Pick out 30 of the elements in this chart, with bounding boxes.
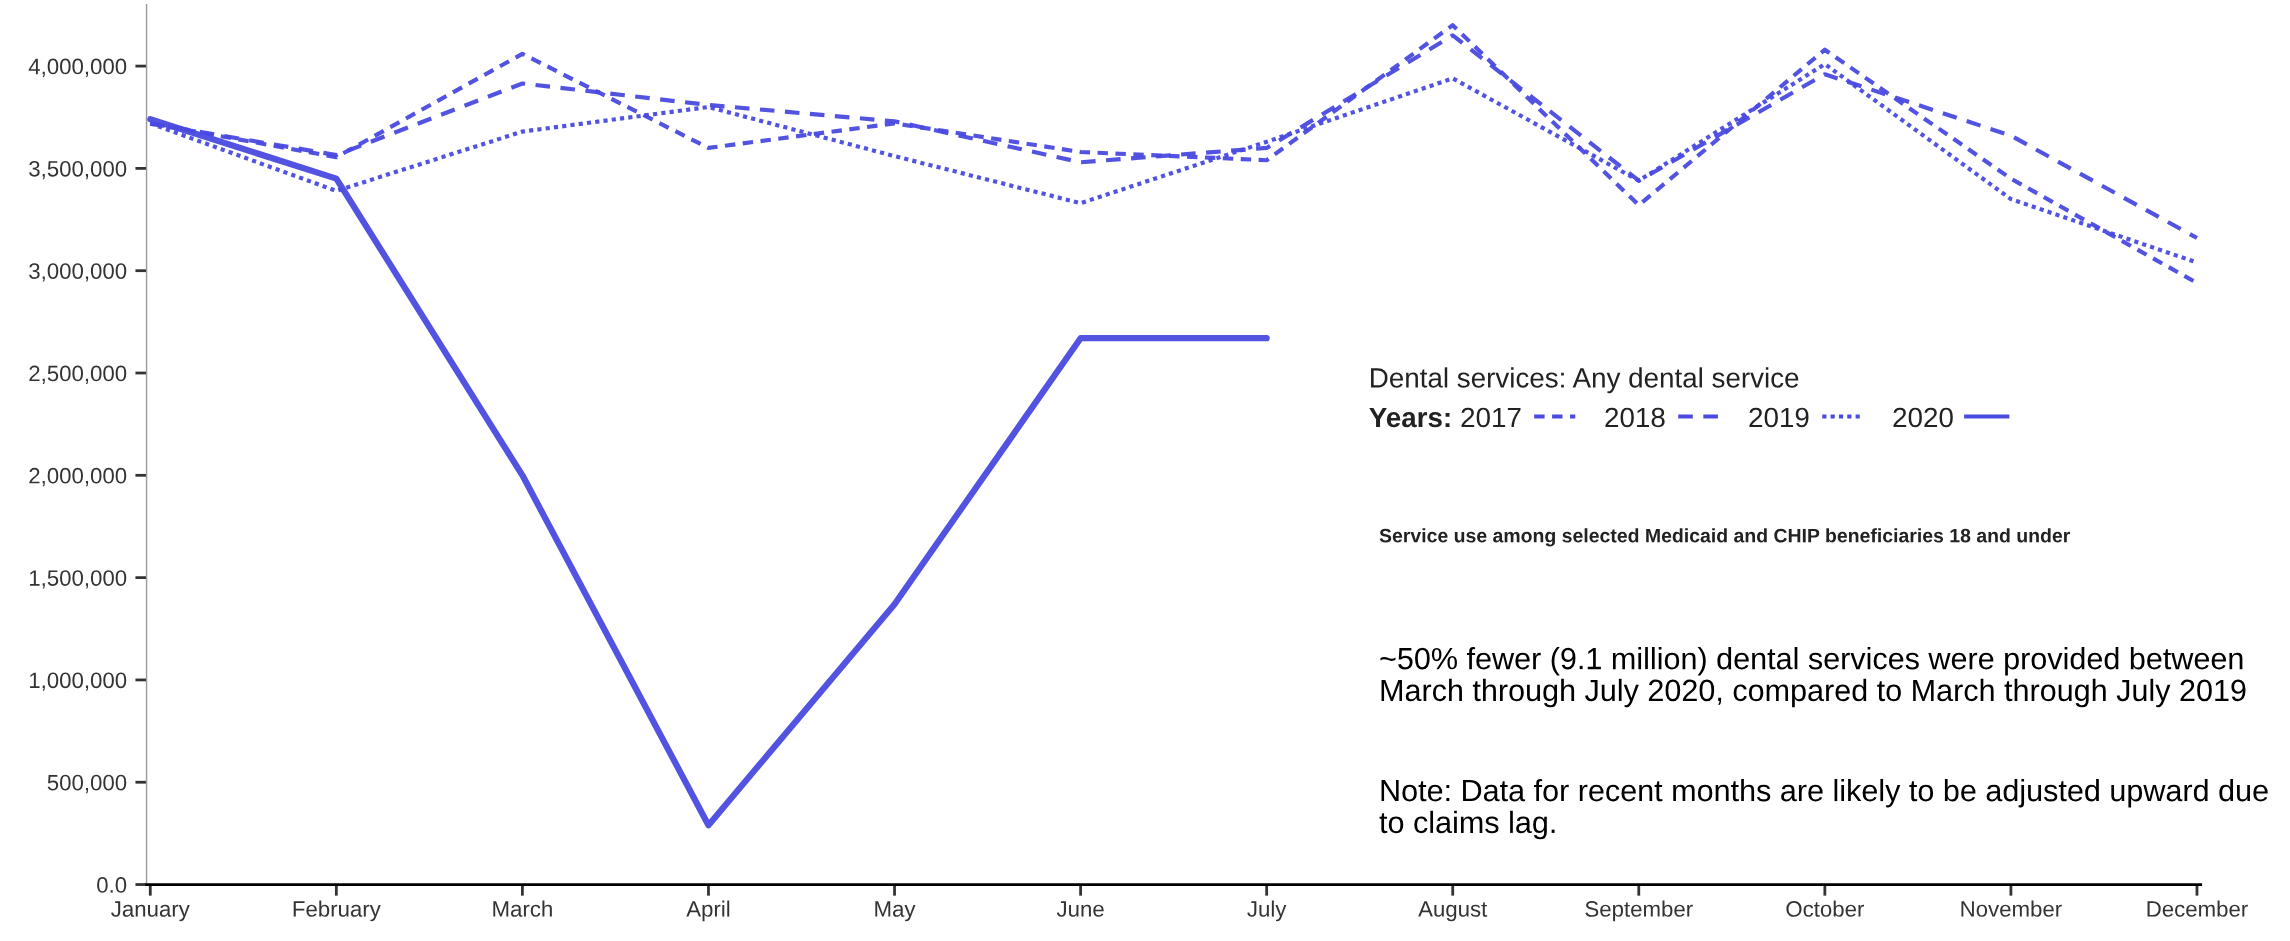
x-tick-label: August <box>1418 901 1488 922</box>
annotation: Service use among selected Medicaid and CHIP beneficiaries 18 and under <box>1379 528 2071 547</box>
legend-label: 2018 <box>1605 407 1665 428</box>
x-tick-label: September <box>1585 900 1693 922</box>
x-tick-label: February <box>293 900 381 922</box>
legend-label: 2017 <box>1461 407 1521 428</box>
x-tick-label: March <box>493 900 552 917</box>
y-tick-label: 500,000 <box>47 774 127 794</box>
annotation: Note: Data for recent months are likely to be adjusted upward due to claims lag. <box>1379 778 2268 840</box>
legend-label: 2020 <box>1893 407 1953 428</box>
annotation: Dental services: Any dental service <box>1371 367 1799 394</box>
y-tick-label: 2,000,000 <box>29 467 127 487</box>
y-tick-label: 2,500,000 <box>29 365 127 384</box>
y-tick-label: 4,000,000 <box>28 58 127 77</box>
x-tick-label: April <box>686 900 730 922</box>
y-tick-label: 0.0 <box>97 877 127 893</box>
y-tick-label: 3,000,000 <box>29 263 127 282</box>
y-tick-label: 1,000,000 <box>29 672 127 691</box>
x-tick-label: October <box>1786 900 1864 917</box>
x-tick-label: July <box>1247 900 1287 922</box>
annotation: ~50% fewer (9.1 million) dental services were provided between March through July 2020, compared to March through July 2019 <box>1380 646 2246 708</box>
legend-label: 2019 <box>1749 407 1809 428</box>
y-tick-label: 1,500,000 <box>29 570 127 589</box>
x-tick-label: December <box>2147 900 2248 917</box>
x-tick-label: May <box>875 901 916 922</box>
x-tick-label: January <box>111 901 190 922</box>
x-tick-label: June <box>1056 901 1104 917</box>
y-tick-label: 3,500,000 <box>29 160 127 180</box>
legend-title: Years: <box>1369 407 1450 428</box>
x-tick-label: November <box>1961 900 2062 917</box>
